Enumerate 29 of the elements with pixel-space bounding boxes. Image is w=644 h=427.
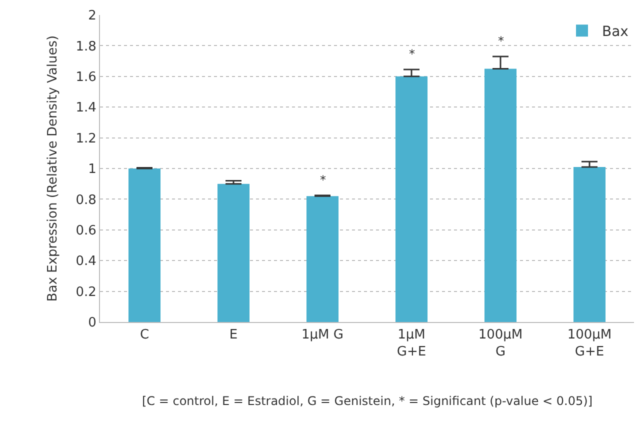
legend-label: Bax xyxy=(602,24,628,40)
bar xyxy=(128,168,161,322)
bar xyxy=(306,196,339,322)
y-tick-label: 0 xyxy=(88,316,96,331)
annotation: * xyxy=(409,47,415,61)
y-tick-label: 1.2 xyxy=(76,131,96,146)
y-tick-label: 0.8 xyxy=(76,192,96,208)
y-tick-label: 0.6 xyxy=(76,223,96,238)
x-tick-label: 1μM G xyxy=(302,328,344,343)
y-tick-label: 0.4 xyxy=(76,254,96,270)
y-axis-title: Bax Expression (Relative Density Values) xyxy=(46,35,61,302)
y-tick-label: 2 xyxy=(88,8,96,24)
x-tick-label: C xyxy=(140,328,150,343)
text: [C = control, E = Estradiol, G = Genistein, * = Significant (p-value < 0.05)] xyxy=(142,394,593,408)
y-tick-label: 1 xyxy=(88,162,96,178)
annotation: * xyxy=(498,34,504,48)
bar xyxy=(217,184,250,322)
x-tick-label: E xyxy=(229,328,238,343)
y-tick-label: 0.2 xyxy=(76,284,96,300)
x-tick-label: 100μM G xyxy=(478,328,523,360)
bar xyxy=(573,166,606,322)
y-tick-label: 1.6 xyxy=(76,70,96,85)
bar xyxy=(484,68,517,322)
annotation: * xyxy=(320,173,326,187)
x-tick-label: 100μM G+E xyxy=(567,328,612,360)
y-tick-label: 1.4 xyxy=(76,100,96,116)
bar xyxy=(395,76,428,322)
x-tick-label: 1μM G+E xyxy=(396,328,426,360)
y-tick-label: 1.8 xyxy=(76,39,96,54)
